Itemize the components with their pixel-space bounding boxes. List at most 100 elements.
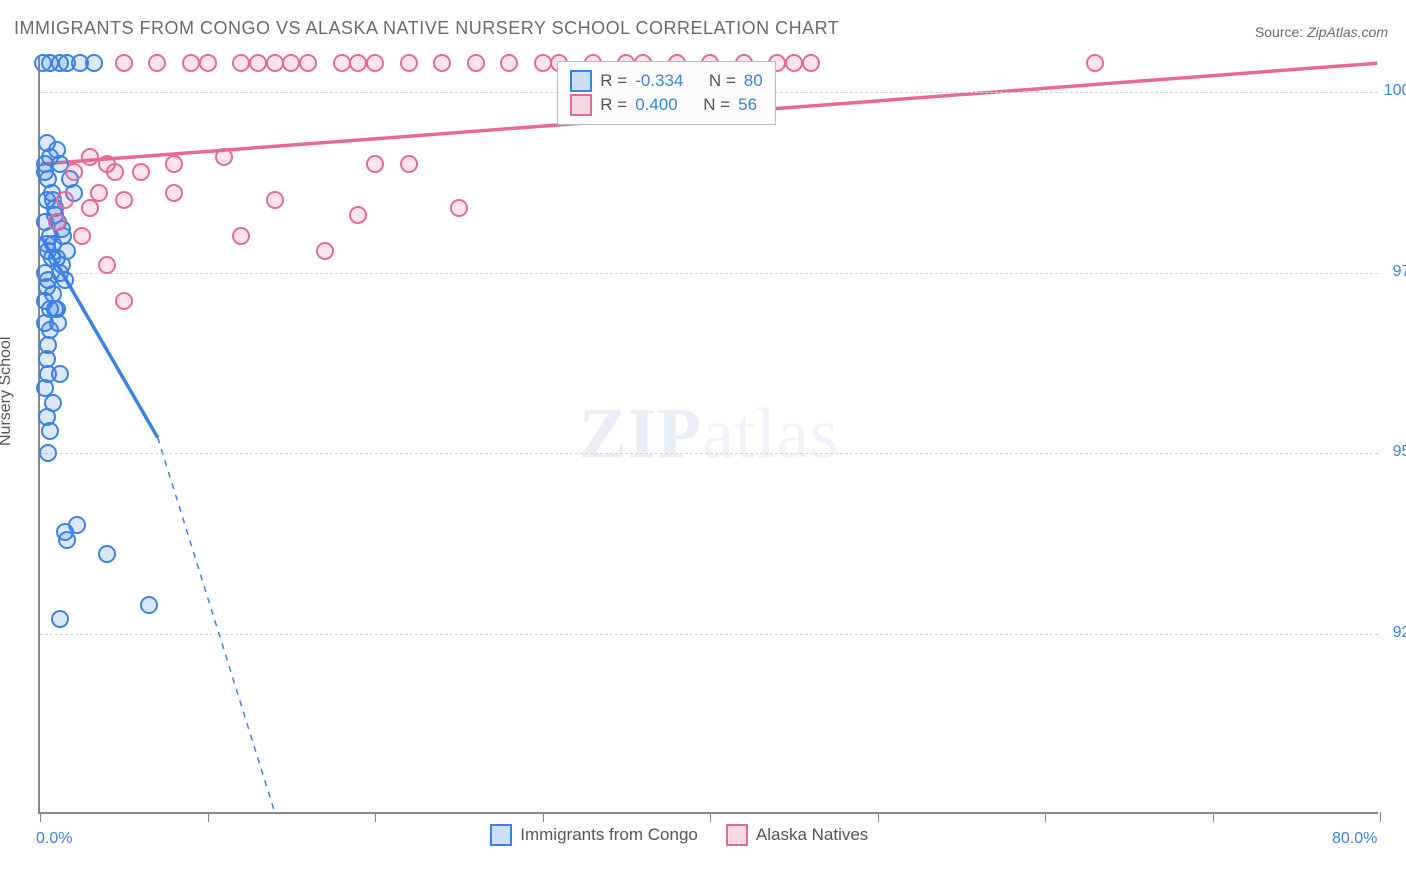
- n-value: 56: [738, 95, 757, 115]
- data-point: [349, 54, 367, 72]
- legend-swatch: [726, 824, 748, 846]
- data-point: [1086, 54, 1104, 72]
- data-point: [215, 148, 233, 166]
- trend-line-dashed: [158, 438, 275, 812]
- correlation-legend: R =-0.334 N =80R =0.400 N =56: [557, 61, 775, 125]
- n-label: N =: [709, 71, 736, 91]
- data-point: [115, 54, 133, 72]
- x-tick: [543, 812, 544, 822]
- source-label: Source:: [1255, 24, 1307, 40]
- data-point: [85, 54, 103, 72]
- data-point: [450, 199, 468, 217]
- data-point: [73, 227, 91, 245]
- gridline-h: [40, 453, 1378, 454]
- x-tick: [710, 812, 711, 822]
- data-point: [115, 191, 133, 209]
- legend-item: Immigrants from Congo: [490, 824, 698, 846]
- data-point: [41, 422, 59, 440]
- y-tick-label: 100.0%: [1384, 82, 1406, 100]
- n-value: 80: [744, 71, 763, 91]
- watermark-atlas: atlas: [702, 394, 839, 474]
- data-point: [56, 191, 74, 209]
- data-point: [43, 249, 61, 267]
- data-point: [98, 545, 116, 563]
- data-point: [785, 54, 803, 72]
- chart-title: IMMIGRANTS FROM CONGO VS ALASKA NATIVE N…: [14, 18, 839, 39]
- x-tick: [1213, 812, 1214, 822]
- r-value: -0.334: [635, 71, 683, 91]
- x-tick: [375, 812, 376, 822]
- data-point: [51, 365, 69, 383]
- data-point: [148, 54, 166, 72]
- data-point: [182, 54, 200, 72]
- r-label: R =: [600, 95, 627, 115]
- legend-swatch: [570, 94, 592, 116]
- y-tick-label: 95.0%: [1393, 443, 1406, 461]
- data-point: [299, 54, 317, 72]
- data-point: [199, 54, 217, 72]
- data-point: [500, 54, 518, 72]
- x-tick: [40, 812, 41, 822]
- data-point: [56, 271, 74, 289]
- data-point: [467, 54, 485, 72]
- source-attribution: Source: ZipAtlas.com: [1255, 24, 1388, 40]
- data-point: [81, 199, 99, 217]
- y-tick-label: 92.5%: [1393, 624, 1406, 642]
- data-point: [400, 54, 418, 72]
- x-tick: [1380, 812, 1381, 822]
- data-point: [433, 54, 451, 72]
- plot-area: ZIPatlas 92.5%95.0%97.5%100.0%0.0%80.0%: [38, 56, 1378, 814]
- watermark-zip: ZIP: [579, 394, 702, 474]
- legend-swatch: [570, 70, 592, 92]
- data-point: [48, 300, 66, 318]
- x-tick: [208, 812, 209, 822]
- data-point: [41, 148, 59, 166]
- data-point: [282, 54, 300, 72]
- n-label: N =: [703, 95, 730, 115]
- gridline-h: [40, 273, 1378, 274]
- legend-swatch: [490, 824, 512, 846]
- data-point: [140, 596, 158, 614]
- r-value: 0.400: [635, 95, 678, 115]
- r-label: R =: [600, 71, 627, 91]
- data-point: [333, 54, 351, 72]
- data-point: [48, 213, 66, 231]
- legend-item: Alaska Natives: [726, 824, 868, 846]
- data-point: [316, 242, 334, 260]
- x-tick-label: 0.0%: [36, 830, 72, 848]
- data-point: [802, 54, 820, 72]
- data-point: [132, 163, 150, 181]
- data-point: [115, 292, 133, 310]
- gridline-h: [40, 634, 1378, 635]
- legend-label: Immigrants from Congo: [520, 825, 698, 845]
- x-tick: [1045, 812, 1046, 822]
- data-point: [106, 163, 124, 181]
- data-point: [41, 321, 59, 339]
- x-tick: [878, 812, 879, 822]
- source-value: ZipAtlas.com: [1307, 24, 1388, 40]
- data-point: [81, 148, 99, 166]
- data-point: [349, 206, 367, 224]
- data-point: [400, 155, 418, 173]
- data-point: [232, 227, 250, 245]
- data-point: [249, 54, 267, 72]
- data-point: [65, 163, 83, 181]
- data-point: [232, 54, 250, 72]
- trend-lines-svg: [40, 56, 1378, 812]
- legend-row: R = 0.400 N = 56: [570, 94, 762, 116]
- series-legend: Immigrants from Congo Alaska Natives: [490, 824, 868, 846]
- watermark: ZIPatlas: [579, 393, 839, 476]
- data-point: [366, 54, 384, 72]
- x-tick-label: 80.0%: [1332, 830, 1377, 848]
- y-tick-label: 97.5%: [1393, 263, 1406, 281]
- data-point: [51, 610, 69, 628]
- data-point: [266, 54, 284, 72]
- data-point: [58, 531, 76, 549]
- data-point: [39, 444, 57, 462]
- y-axis-label: Nursery School: [0, 337, 15, 446]
- legend-row: R = -0.334 N = 80: [570, 70, 762, 92]
- data-point: [534, 54, 552, 72]
- legend-label: Alaska Natives: [756, 825, 868, 845]
- data-point: [266, 191, 284, 209]
- data-point: [165, 155, 183, 173]
